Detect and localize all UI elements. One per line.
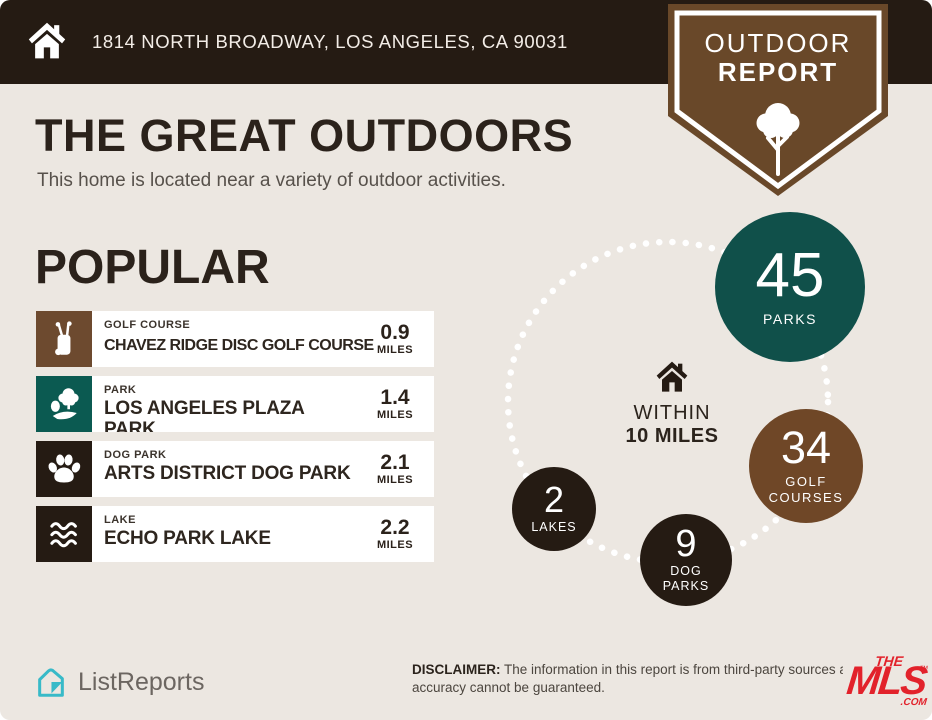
lake-tile <box>36 506 92 562</box>
list-item-golf-course: GOLF COURSE CHAVEZ RIDGE DISC GOLF COURS… <box>36 311 434 367</box>
park-tile <box>36 376 92 432</box>
mls-trademark: ™ <box>918 664 929 674</box>
item-name: LOS ANGELES PLAZA PARK <box>104 398 304 432</box>
listreports-house-icon <box>38 668 64 697</box>
outdoor-report-badge: OUTDOOR REPORT <box>668 4 888 198</box>
item-distance: 2.2 MILES <box>376 516 414 552</box>
stat-parks: 45 PARKS <box>715 212 865 362</box>
radius-center: WITHIN 10 MILES <box>597 360 747 448</box>
item-name: CHAVEZ RIDGE DISC GOLF COURSE <box>104 337 374 354</box>
page-title: THE GREAT OUTDOORS <box>35 110 574 161</box>
list-item-park: PARK LOS ANGELES PLAZA PARK 1.4 MILES <box>36 376 434 432</box>
item-distance: 1.4 MILES <box>376 386 414 422</box>
stat-label: GOLF COURSES <box>768 474 844 505</box>
stat-value: 9 <box>675 522 697 565</box>
disclaimer-text: The information in this report is from t… <box>412 662 862 695</box>
badge-title-line1: OUTDOOR <box>704 28 852 58</box>
stat-value: 34 <box>780 421 832 473</box>
item-category: PARK <box>104 384 137 396</box>
popular-list: GOLF COURSE CHAVEZ RIDGE DISC GOLF COURS… <box>36 311 434 562</box>
item-name: ECHO PARK LAKE <box>104 528 271 549</box>
stat-label: LAKES <box>531 519 577 534</box>
brand-name: ListReports <box>78 667 205 696</box>
item-distance: 0.9 MILES <box>376 321 414 357</box>
dog-park-tile <box>36 441 92 497</box>
stat-label: PARKS <box>763 310 817 327</box>
badge-title-line2: REPORT <box>717 57 839 87</box>
golf-bag-icon <box>55 321 72 356</box>
item-category: LAKE <box>104 514 136 526</box>
disclaimer: DISCLAIMER: The information in this repo… <box>412 661 864 696</box>
stat-value: 2 <box>543 479 565 521</box>
badge-ribbon <box>668 4 888 196</box>
popular-heading: POPULAR <box>35 241 270 294</box>
within-label: WITHIN <box>633 402 711 424</box>
list-item-lake: LAKE ECHO PARK LAKE 2.2 MILES <box>36 506 434 562</box>
stat-golf-courses: 34 GOLF COURSES <box>749 409 863 523</box>
themls-logo: THE MLS ™ .COM <box>843 650 932 714</box>
disclaimer-label: DISCLAIMER: <box>412 662 501 677</box>
park-tree-icon <box>50 388 79 420</box>
item-category: DOG PARK <box>104 449 167 461</box>
list-item-dog-park: DOG PARK ARTS DISTRICT DOG PARK 2.1 MILE… <box>36 441 434 497</box>
property-address: 1814 NORTH BROADWAY, LOS ANGELES, CA 900… <box>92 31 568 52</box>
stat-dog-parks: 9 DOG PARKS <box>640 514 732 606</box>
listreports-logo: ListReports <box>34 664 204 700</box>
stat-label: DOG PARKS <box>662 564 710 594</box>
home-icon <box>656 361 688 392</box>
item-category: GOLF COURSE <box>104 319 191 331</box>
golf-tile <box>36 311 92 367</box>
page-subtitle: This home is located near a variety of o… <box>37 170 506 191</box>
stat-lakes: 2 LAKES <box>512 467 596 551</box>
waves-icon <box>50 522 77 548</box>
stat-value: 45 <box>755 240 825 310</box>
radius-label: 10 MILES <box>625 425 719 447</box>
home-icon <box>28 22 66 59</box>
item-distance: 2.1 MILES <box>376 451 414 487</box>
item-name: ARTS DISTRICT DOG PARK <box>104 463 351 484</box>
tree-icon <box>756 103 800 176</box>
mls-com: .COM <box>900 697 928 708</box>
paw-icon <box>48 454 81 483</box>
